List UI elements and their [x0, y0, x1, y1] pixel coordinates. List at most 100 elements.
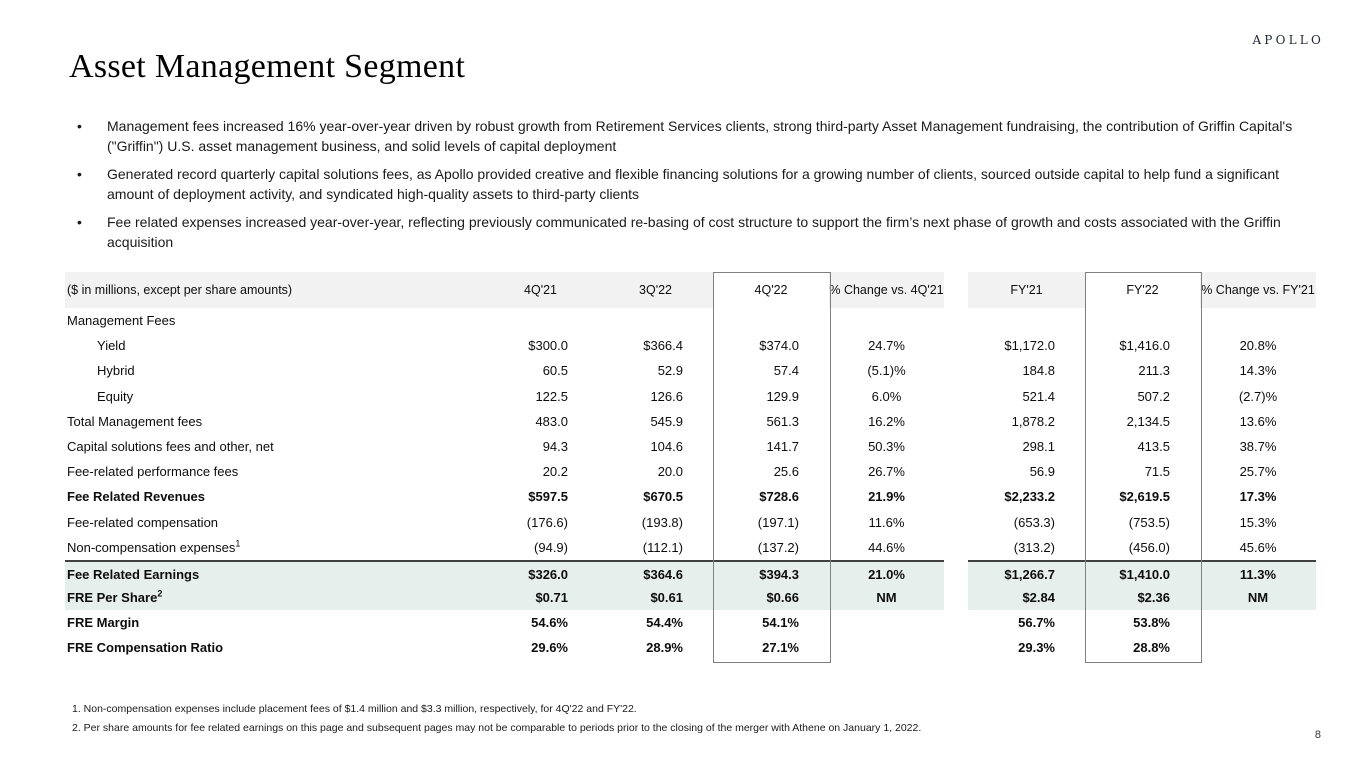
table-cell: 20.8%	[1239, 338, 1277, 354]
table-cell: $374.0	[759, 338, 799, 354]
column-header-fy21: FY'21	[968, 272, 1085, 308]
bullet-list: Management fees increased 16% year-over-…	[75, 117, 1323, 261]
table-row: Fee Related Revenues $597.5 $670.5 $728.6 21…	[65, 484, 1316, 509]
column-header-4q21: 4Q'21	[483, 272, 598, 308]
table-cell: 29.3%	[1018, 640, 1055, 656]
table-cell: 545.9	[650, 413, 683, 429]
group-gap	[944, 484, 968, 509]
table-cell: (2.7)%	[1238, 388, 1278, 404]
table-row: Fee-related performance fees 20.2 20.0 25.6…	[65, 459, 1316, 484]
table-cell: $0.61	[598, 585, 713, 611]
table-cell: 507.2	[1137, 388, 1170, 404]
table-cell: (197.1)	[757, 514, 799, 530]
table-cell: (176.6)	[526, 514, 568, 530]
table-cell: $1,172.0	[1004, 338, 1055, 354]
table-cell: 57.4	[773, 363, 799, 379]
table-cell: 16.2%	[868, 413, 905, 429]
table-cell: 20.0	[657, 464, 683, 480]
table-cell	[1200, 308, 1316, 333]
table-cell: 44.6%	[868, 539, 905, 555]
group-gap	[944, 409, 968, 434]
row-label: Equity	[97, 388, 134, 404]
group-gap	[944, 635, 968, 660]
table-row: FRE Margin 54.6% 54.4% 54.1% 56.7% 53.8%	[65, 610, 1316, 635]
row-label: Hybrid	[97, 363, 135, 379]
group-gap	[944, 434, 968, 459]
bullet-item: Fee related expenses increased year-over…	[75, 213, 1323, 252]
bullet-item: Management fees increased 16% year-over-…	[75, 117, 1323, 156]
group-gap	[944, 384, 968, 409]
table-header-row: ($ in millions, except per share amounts…	[65, 272, 1316, 308]
column-header-pct-change-4q21: % Change vs. 4Q'21	[829, 272, 944, 308]
table-cell: 27.1%	[762, 640, 799, 656]
table-cell: 29.6%	[531, 640, 568, 656]
table-cell	[1085, 308, 1200, 333]
table-cell: $2,233.2	[1004, 489, 1055, 505]
table-cell: $326.0	[483, 559, 598, 586]
table-cell: 53.8%	[1133, 615, 1170, 631]
table-cell: $394.3	[713, 559, 829, 586]
table-cell: $300.0	[528, 338, 568, 354]
table-cell: 141.7	[766, 438, 799, 454]
table-cell: NM	[1200, 585, 1316, 611]
table-cell: 25.6	[773, 464, 799, 480]
footnotes: 1. Non-compensation expenses include pla…	[72, 700, 921, 738]
table-row: Total Management fees 483.0 545.9 561.3 16.2…	[65, 409, 1316, 434]
table-cell: $366.4	[643, 338, 683, 354]
table-row: Equity 122.5 126.6 129.9 6.0% 521.4 507.2 (2.7)…	[65, 384, 1316, 409]
row-label: Fee-related performance fees	[67, 464, 239, 480]
table-cell: 28.9%	[646, 640, 683, 656]
table-cell: 26.7%	[868, 464, 905, 480]
column-header-3q22: 3Q'22	[598, 272, 713, 308]
table-cell: $1,416.0	[1119, 338, 1170, 354]
table-cell: 122.5	[535, 388, 568, 404]
table-cell: 54.6%	[531, 615, 568, 631]
row-label: FRE Per Share2	[65, 585, 483, 611]
table-cell: 28.8%	[1133, 640, 1170, 656]
table-cell	[829, 635, 944, 660]
row-label: Yield	[97, 338, 126, 354]
table-cell: 71.5	[1144, 464, 1170, 480]
table-cell: 13.6%	[1239, 413, 1277, 429]
table-cell: 14.3%	[1239, 363, 1277, 379]
table-cell: 20.2	[542, 464, 568, 480]
group-gap	[944, 333, 968, 358]
table-cell: $0.71	[483, 585, 598, 611]
table-row: Fee-related compensation (176.6) (193.8) (1…	[65, 510, 1316, 535]
table-cell: 184.8	[1022, 363, 1055, 379]
table-cell: (753.5)	[1128, 514, 1170, 530]
page-number: 8	[1314, 729, 1321, 741]
apollo-logo: APOLLO	[1252, 33, 1324, 47]
row-label: Fee Related Revenues	[67, 489, 206, 505]
table-units-label: ($ in millions, except per share amounts…	[65, 272, 483, 308]
table-cell: $597.5	[528, 489, 568, 505]
row-label: FRE Margin	[67, 615, 140, 631]
table-cell: 56.9	[1029, 464, 1055, 480]
row-label: FRE Compensation Ratio	[67, 640, 224, 656]
table-cell: 45.6%	[1239, 539, 1277, 555]
table-cell	[483, 308, 598, 333]
table-row: Fee Related Earnings $326.0 $364.6 $394.3 21…	[65, 559, 1316, 586]
table-cell: 6.0%	[871, 388, 902, 404]
table-row: Management Fees	[65, 308, 1316, 333]
table-cell: 413.5	[1137, 438, 1170, 454]
table-cell: 17.3%	[1239, 489, 1277, 505]
table-cell: 94.3	[542, 438, 568, 454]
table-cell	[713, 308, 829, 333]
table-cell: $2.36	[1085, 585, 1200, 611]
table-cell: 38.7%	[1239, 438, 1277, 454]
column-header-pct-change-fy21: % Change vs. FY'21	[1200, 272, 1316, 308]
table-cell	[598, 308, 713, 333]
table-cell	[829, 610, 944, 635]
table-cell: 56.7%	[1018, 615, 1055, 631]
table-cell: 21.0%	[829, 559, 944, 586]
table-cell: 104.6	[650, 438, 683, 454]
column-header-4q22: 4Q'22	[754, 283, 788, 297]
table-cell: 54.1%	[762, 615, 799, 631]
table-cell: (313.2)	[1013, 539, 1055, 555]
table-cell: $1,266.7	[968, 559, 1085, 586]
table-cell: $2,619.5	[1119, 489, 1170, 505]
group-gap	[944, 308, 968, 333]
table-cell: (193.8)	[641, 514, 683, 530]
